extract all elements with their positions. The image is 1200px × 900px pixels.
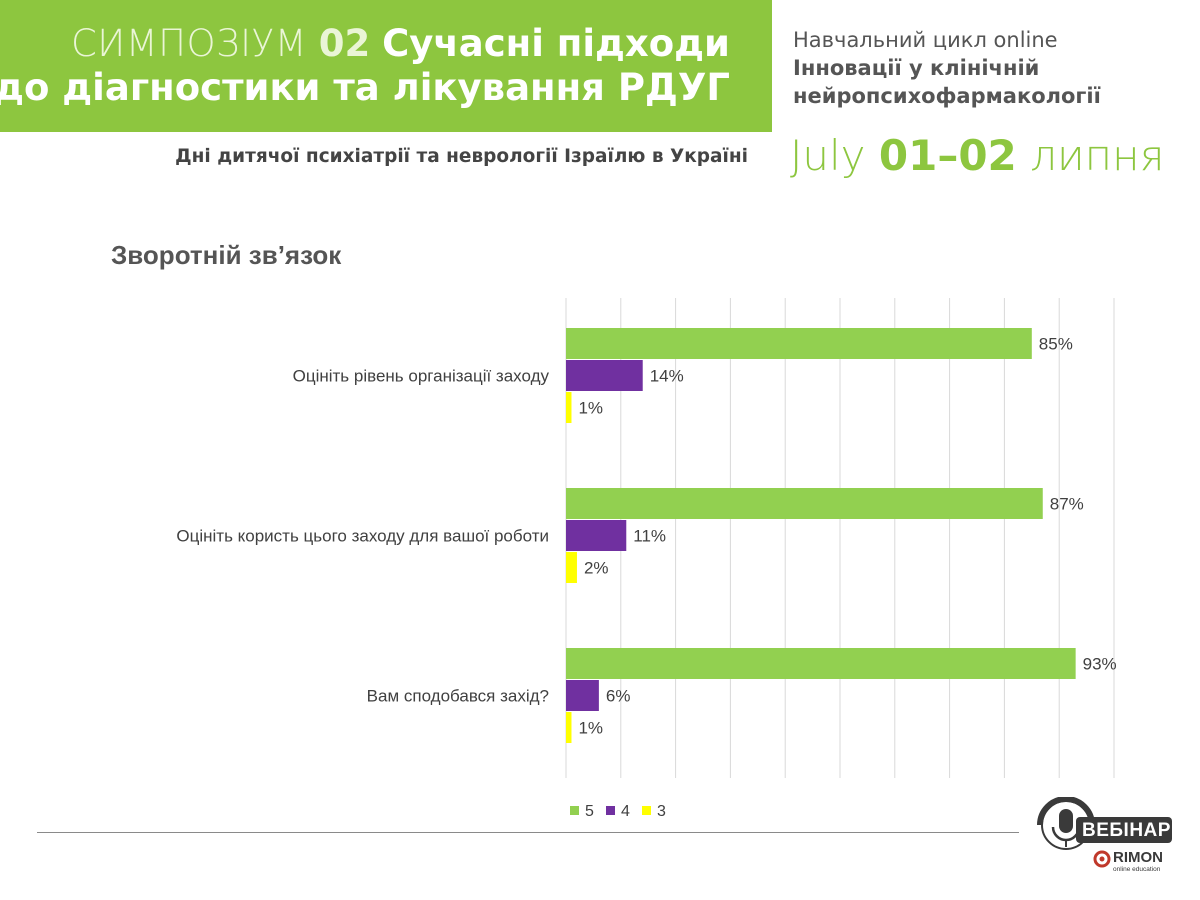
category-label: Оцініть користь цього заходу для вашої р… — [176, 527, 549, 546]
bar-4-1 — [566, 360, 643, 391]
bar-5-2 — [566, 488, 1043, 519]
bar-5-1 — [566, 328, 1032, 359]
data-label: 11% — [633, 527, 666, 546]
date-month-ua: липня — [1030, 131, 1165, 180]
legend-label: 4 — [621, 803, 630, 820]
symposium-title-line1: СИМПОЗІУМ 02 Сучасні підходи — [71, 22, 730, 66]
legend-label: 3 — [657, 803, 666, 820]
data-label: 87% — [1050, 495, 1084, 514]
microphone-icon — [1037, 796, 1172, 868]
data-label: 93% — [1083, 655, 1117, 674]
logo-tagline: online education — [1113, 866, 1161, 873]
feedback-bar-chart: 85% 14% 1% Оцініть рівень організації заход… — [176, 298, 1117, 820]
data-label: 14% — [650, 367, 684, 386]
webinar-logo: ВЕБІНАР RIMON online education — [1030, 796, 1180, 877]
symposium-title-part1: Сучасні підходи — [382, 22, 730, 65]
data-label: 2% — [584, 559, 609, 578]
bar-3-1 — [566, 392, 572, 423]
bottom-divider — [37, 832, 1019, 833]
date-month-en: July — [790, 131, 866, 180]
logo-brand: RIMON — [1113, 849, 1163, 866]
legend-swatch-4 — [606, 806, 615, 815]
bar-4-3 — [566, 680, 599, 711]
data-label: 85% — [1039, 335, 1073, 354]
data-label: 1% — [578, 719, 603, 738]
header-band — [0, 0, 772, 132]
data-label: 6% — [606, 687, 631, 706]
cycle-name-line2: нейропсихофармакології — [793, 84, 1101, 108]
bar-4-2 — [566, 520, 627, 551]
bar-3-3 — [566, 712, 572, 743]
symposium-number: 02 — [318, 22, 371, 65]
date-range: 01–02 — [878, 131, 1017, 180]
category-label: Вам сподобався захід? — [367, 687, 549, 706]
legend-swatch-5 — [570, 806, 579, 815]
data-label: 1% — [578, 399, 603, 418]
symposium-title-line2: до діагностики та лікування РДУГ — [0, 66, 730, 109]
event-date: July 01–02 липня — [790, 128, 1164, 184]
bar-5-3 — [566, 648, 1076, 679]
cycle-name-line1: Інновації у клінічній — [793, 56, 1040, 80]
event-subtitle: Дні дитячої психіатрії та неврології Ізр… — [175, 146, 748, 167]
symposium-word: СИМПОЗІУМ — [70, 22, 308, 65]
category-label: Оцініть рівень організації заходу — [293, 367, 550, 386]
logo-badge-text: ВЕБІНАР — [1082, 820, 1171, 841]
legend-label: 5 — [585, 803, 594, 820]
section-title: Зворотній зв’язок — [111, 240, 342, 270]
legend-swatch-3 — [642, 806, 651, 815]
cycle-label: Навчальний цикл online — [793, 28, 1058, 52]
bar-3-2 — [566, 552, 577, 583]
